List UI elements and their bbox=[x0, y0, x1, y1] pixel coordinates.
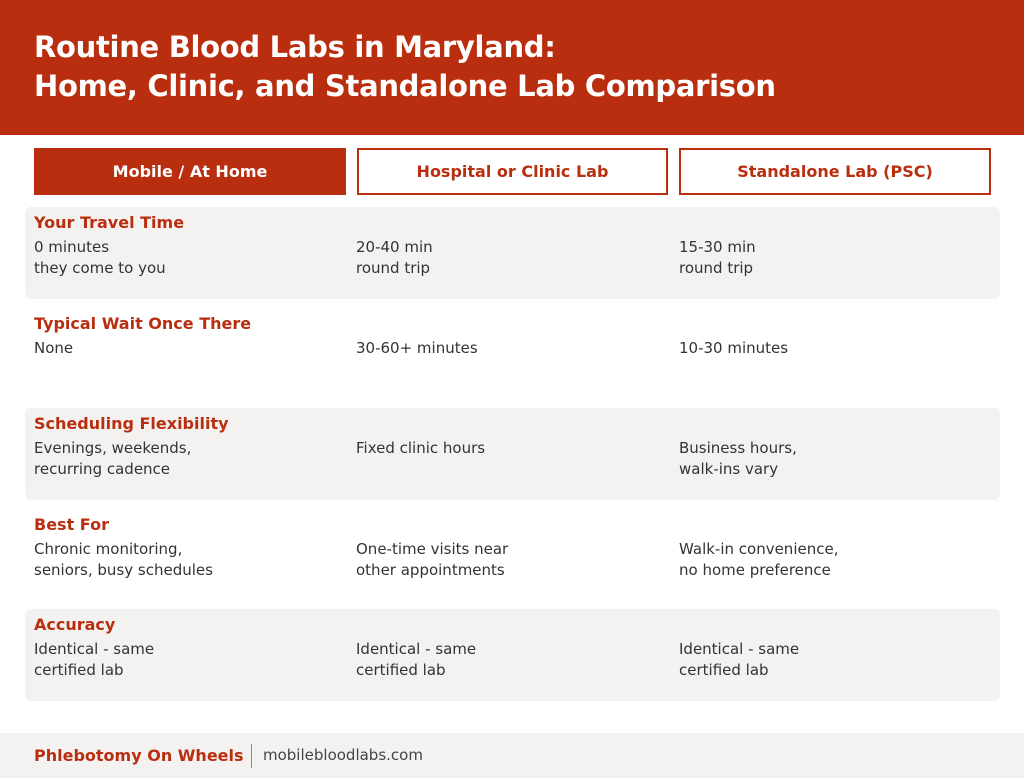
cell-hospital: Fixed clinic hours bbox=[356, 439, 486, 457]
page-title-line-2: Home, Clinic, and Standalone Lab Compari… bbox=[34, 69, 776, 103]
row-label: Scheduling Flexibility bbox=[34, 414, 229, 433]
page-title-line-1: Routine Blood Labs in Maryland: bbox=[34, 30, 556, 64]
website-url[interactable]: mobilebloodlabs.com bbox=[263, 746, 423, 764]
row-label: Best For bbox=[34, 515, 109, 534]
cell-hospital: 30-60+ minutes bbox=[356, 339, 478, 357]
footer: Phlebotomy On Wheels mobilebloodlabs.com bbox=[0, 733, 1024, 778]
cell-standalone: 10-30 minutes bbox=[679, 339, 789, 357]
row-label: Accuracy bbox=[34, 615, 116, 634]
cell-hospital: 20-40 min round trip bbox=[356, 238, 433, 277]
cell-mobile: None bbox=[34, 339, 74, 357]
row-label: Your Travel Time bbox=[34, 213, 185, 232]
cell-standalone: Walk-in convenience, no home preference bbox=[679, 540, 839, 579]
cell-mobile: 0 minutes they come to you bbox=[34, 238, 166, 277]
cell-standalone: Business hours, walk-ins vary bbox=[679, 439, 797, 478]
cell-mobile: Identical - same certified lab bbox=[34, 640, 155, 679]
table-row-accuracy: Accuracy Identical - same certified lab I… bbox=[25, 609, 1000, 701]
table-row-scheduling: Scheduling Flexibility Evenings, weekend… bbox=[25, 408, 1000, 500]
brand-name: Phlebotomy On Wheels bbox=[34, 746, 244, 765]
cell-standalone: 15-30 min round trip bbox=[679, 238, 756, 277]
cell-mobile: Evenings, weekends, recurring cadence bbox=[34, 439, 192, 478]
table-row-travel-time: Your Travel Time 0 minutes they come to y… bbox=[25, 207, 1000, 299]
table-row-wait-time: Typical Wait Once There None 30-60+ minu… bbox=[25, 308, 1000, 400]
row-label: Typical Wait Once There bbox=[34, 314, 252, 333]
footer-divider bbox=[251, 744, 252, 768]
cell-mobile: Chronic monitoring, seniors, busy schedul… bbox=[34, 540, 213, 579]
cell-hospital: Identical - same certified lab bbox=[356, 640, 477, 679]
column-header-mobile: Mobile / At Home bbox=[34, 148, 346, 195]
table-row-best-for: Best For Chronic monitoring, seniors, bus… bbox=[25, 509, 1000, 601]
column-header-standalone: Standalone Lab (PSC) bbox=[679, 148, 991, 195]
cell-hospital: One-time visits near other appointments bbox=[356, 540, 509, 579]
cell-standalone: Identical - same certified lab bbox=[679, 640, 800, 679]
column-header-hospital: Hospital or Clinic Lab bbox=[357, 148, 668, 195]
header-banner: Routine Blood Labs in Maryland: Home, Cl… bbox=[0, 0, 1024, 135]
